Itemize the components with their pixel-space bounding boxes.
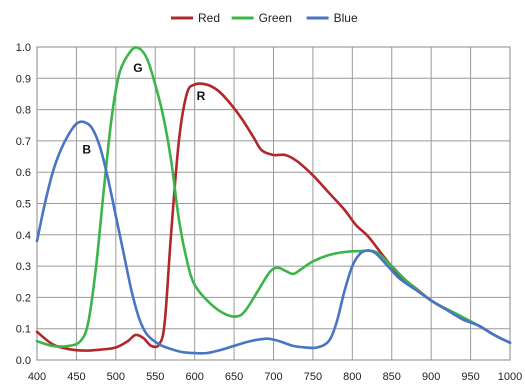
- y-axis-ticks: 0.0 0.1 0.2 0.3 0.4 0.5 0.6 0.7 0.8 0.9 1.0: [16, 42, 31, 367]
- x-tick-label: 750: [304, 371, 322, 383]
- x-tick-label: 800: [343, 371, 361, 383]
- legend-label: Blue: [334, 11, 358, 25]
- y-tick-label: 0.3: [16, 261, 31, 273]
- y-tick-label: 0.5: [16, 199, 31, 211]
- series-lines: [35, 45, 512, 355]
- legend-label: Red: [198, 11, 220, 25]
- x-tick-label: 1000: [498, 371, 522, 383]
- x-tick-label: 650: [225, 371, 243, 383]
- x-tick-label: 900: [422, 371, 440, 383]
- legend-label: Green: [259, 11, 292, 25]
- x-tick-label: 400: [28, 371, 46, 383]
- legend-item-blue: Blue: [306, 11, 358, 25]
- x-tick-label: 500: [107, 371, 125, 383]
- x-tick-label: 450: [67, 371, 85, 383]
- x-tick-label: 950: [461, 371, 479, 383]
- y-tick-label: 0.1: [16, 324, 31, 336]
- y-tick-label: 0.7: [16, 136, 31, 148]
- curve-label-b: B: [82, 142, 91, 156]
- y-tick-label: 0.9: [16, 73, 31, 85]
- series-line-green: [35, 45, 512, 348]
- legend-item-green: Green: [231, 11, 292, 25]
- annotations: R G B: [82, 61, 205, 156]
- x-tick-label: 550: [146, 371, 164, 383]
- legend-item-red: Red: [171, 11, 220, 25]
- y-tick-label: 0.4: [16, 230, 31, 242]
- x-tick-label: 700: [264, 371, 282, 383]
- curve-label-g: G: [133, 61, 142, 75]
- curve-label-r: R: [197, 89, 206, 103]
- x-tick-label: 600: [185, 371, 203, 383]
- y-tick-label: 0.0: [16, 355, 31, 367]
- y-tick-label: 0.8: [16, 105, 31, 117]
- y-tick-label: 0.6: [16, 167, 31, 179]
- x-axis-ticks: 400 450 500 550 600 650 700 750 800 850 900 950 1000: [28, 371, 522, 383]
- y-tick-label: 0.2: [16, 292, 31, 304]
- plot-frame: [36, 46, 511, 361]
- grid: [36, 46, 511, 361]
- series-line-blue: [35, 120, 512, 355]
- x-tick-label: 850: [383, 371, 401, 383]
- legend: Red Green Blue: [171, 11, 358, 25]
- y-tick-label: 1.0: [16, 42, 31, 54]
